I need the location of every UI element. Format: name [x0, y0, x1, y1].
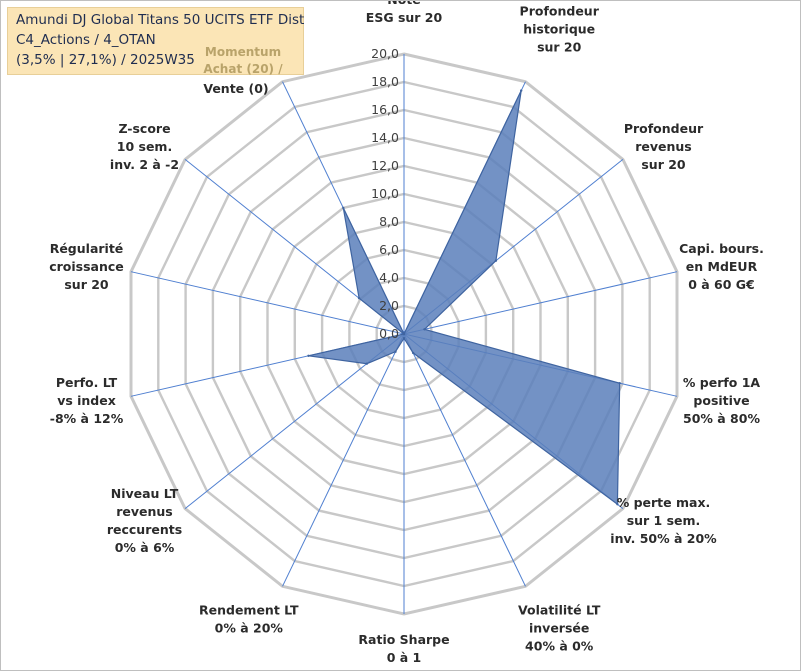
chart-title: Amundi DJ Global Titans 50 UCITS ETF Dis…	[16, 12, 305, 28]
tick-label: 0,0	[379, 326, 399, 341]
axis-label-12: 10 sem.	[117, 139, 172, 154]
momentum-label-line1: Momentum	[204, 45, 282, 59]
data-point-11	[402, 332, 406, 336]
axis-label-1: historique	[523, 22, 595, 37]
axis-label-5: inv. 50% à 20%	[610, 531, 717, 546]
axis-label-9: Niveau LT	[111, 486, 179, 501]
axis-label-10: Perfo. LT	[56, 375, 118, 390]
axis-label-1: Profondeur	[520, 4, 600, 19]
momentum-label-line2: Achat (20) /	[203, 62, 283, 76]
chart-stats: (3,5% | 27,1%) / 2025W35	[16, 52, 195, 68]
axis-label-9: reccurents	[107, 522, 182, 537]
data-point-7	[402, 337, 406, 340]
tick-label: 4,0	[379, 270, 399, 285]
radar-spoke	[403, 333, 526, 587]
axis-label-10: vs index	[57, 393, 116, 408]
tick-label: 20,0	[371, 46, 399, 61]
axis-label-12: Z-score	[118, 121, 170, 136]
axis-label-2: sur 20	[641, 157, 686, 172]
axis-label-6: Volatilité LT	[518, 602, 601, 617]
axis-label-4: % perfo 1A	[683, 375, 761, 390]
tick-label: 10,0	[371, 186, 399, 201]
chart-category: C4_Actions / 4_OTAN	[16, 32, 156, 48]
axis-label-13: Vente (0)	[203, 81, 268, 96]
axis-label-7: Ratio Sharpe	[358, 632, 449, 647]
tick-label: 8,0	[379, 214, 399, 229]
radar-spoke	[130, 271, 405, 335]
tick-label: 2,0	[379, 298, 399, 313]
data-point-4	[618, 382, 621, 385]
data-point-8	[394, 350, 397, 353]
radar-spoke	[403, 271, 678, 335]
tick-label: 6,0	[379, 242, 399, 257]
axis-label-8: 0% à 20%	[215, 620, 284, 635]
axis-label-11: croissance	[49, 259, 124, 274]
axis-label-3: Capi. bours.	[679, 241, 764, 256]
axis-label-5: % perte max.	[617, 495, 711, 510]
tick-label: 12,0	[371, 158, 399, 173]
axis-label-7: 0 à 1	[387, 650, 422, 665]
axis-label-4: positive	[693, 393, 749, 408]
axis-label-3: en MdEUR	[686, 259, 758, 274]
axis-label-11: sur 20	[64, 277, 109, 292]
data-point-10	[307, 354, 310, 357]
axis-label-10: -8% à 12%	[50, 411, 124, 426]
axis-label-12: inv. 2 à -2	[110, 157, 179, 172]
data-point-3	[423, 328, 426, 331]
radar-spoke	[282, 333, 405, 587]
axis-label-6: inversée	[529, 620, 589, 635]
axis-label-0: ESG sur 20	[366, 10, 443, 25]
data-point-2	[494, 259, 498, 262]
axis-label-5: sur 1 sem.	[627, 513, 701, 528]
data-point-6	[411, 351, 415, 355]
data-point-1	[520, 89, 523, 92]
title-box: Amundi DJ Global Titans 50 UCITS ETF Dis…	[7, 7, 305, 76]
axis-label-0: Note	[387, 1, 421, 7]
data-point-5	[616, 503, 619, 506]
tick-label: 14,0	[371, 130, 399, 145]
axis-label-2: Profondeur	[624, 121, 704, 136]
axis-label-9: 0% à 6%	[115, 540, 175, 555]
axis-label-4: 50% à 80%	[683, 411, 760, 426]
axis-label-11: Régularité	[50, 241, 124, 256]
data-point-9	[365, 362, 368, 365]
data-point-13	[342, 206, 345, 210]
axis-label-6: 40% à 0%	[525, 638, 594, 653]
tick-label: 18,0	[371, 74, 399, 89]
axis-label-1: sur 20	[537, 40, 582, 55]
axis-label-9: revenus	[116, 504, 173, 519]
axis-label-2: revenus	[635, 139, 692, 154]
axis-label-8: Rendement LT	[199, 602, 299, 617]
axis-label-3: 0 à 60 G€	[688, 277, 755, 292]
tick-label: 16,0	[371, 102, 399, 117]
data-point-12	[357, 297, 361, 300]
